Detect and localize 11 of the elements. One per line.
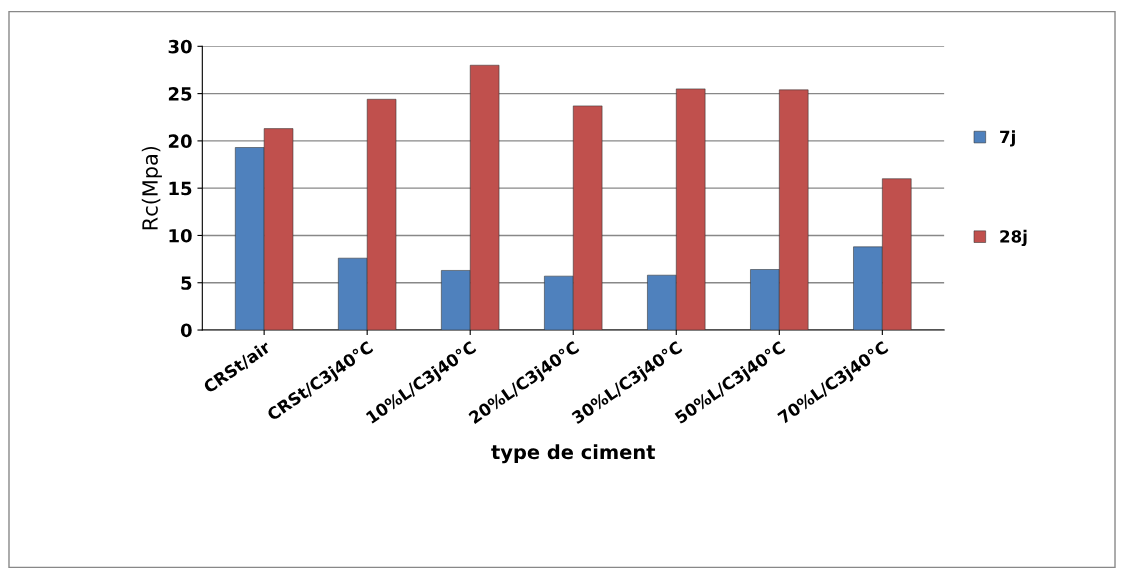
y-tick-label: 0 <box>180 323 192 338</box>
y-tick-label: 25 <box>168 87 192 101</box>
y-tick-label: 30 <box>168 39 192 54</box>
y-tick-label: 20 <box>168 134 192 149</box>
y-tick-label: 5 <box>181 276 192 290</box>
legend-label: 7j <box>1000 130 1015 147</box>
y-tick-label: 10 <box>169 228 192 243</box>
legend-label: 28j <box>1000 229 1027 247</box>
y-axis-title: Rc(Mpa) <box>141 146 162 230</box>
x-axis-title: type de ciment <box>491 444 656 464</box>
y-tick-label: 15 <box>169 181 192 196</box>
